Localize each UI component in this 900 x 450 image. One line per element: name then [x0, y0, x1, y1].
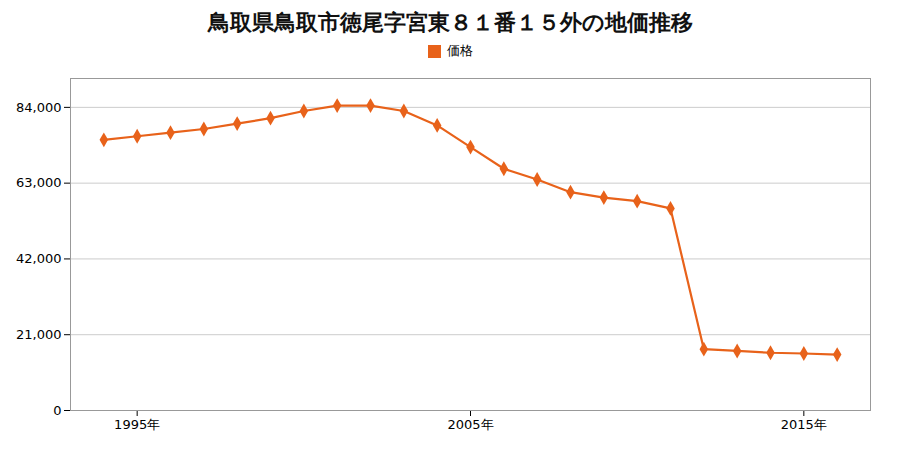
svg-text:63,000: 63,000 [16, 175, 62, 190]
svg-text:0: 0 [53, 403, 61, 418]
svg-text:42,000: 42,000 [16, 251, 62, 266]
svg-text:21,000: 21,000 [16, 327, 62, 342]
html-text:価格: 価格 [446, 43, 473, 58]
html-text:鳥取県鳥取市徳尾字宮東８１番１５外の地価推移: 鳥取県鳥取市徳尾字宮東８１番１５外の地価推移 [207, 10, 693, 35]
svg-text:84,000: 84,000 [16, 100, 62, 115]
svg-text:2015年: 2015年 [781, 417, 827, 432]
svg-text:1995年: 1995年 [114, 417, 160, 432]
svg-text:2005年: 2005年 [447, 417, 493, 432]
